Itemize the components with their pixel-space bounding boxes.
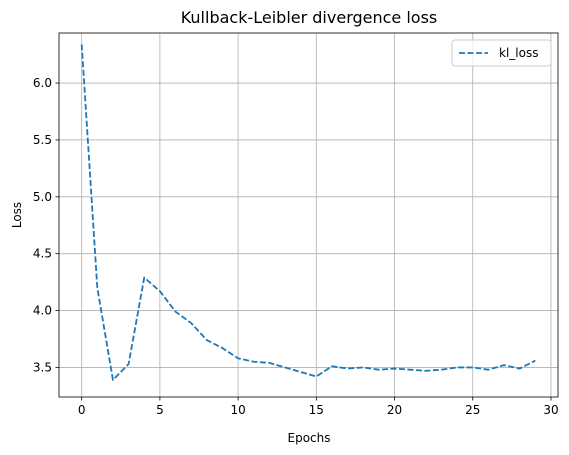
grid [59, 33, 558, 397]
legend-box [451, 39, 552, 67]
y-tick-label: 4.5 [33, 247, 52, 261]
y-axis: 3.5 4.0 4.5 5.0 5.5 6.0 [33, 76, 59, 374]
x-axis: 0 5 10 15 20 25 30 [78, 397, 559, 417]
series-line-kl-loss [80, 44, 536, 381]
plot-frame [58, 32, 559, 398]
x-tick-label: 0 [78, 403, 86, 417]
x-tick-label: 10 [230, 403, 245, 417]
x-axis-label: Epochs [288, 431, 331, 445]
x-tick-label: 20 [387, 403, 402, 417]
plot-background [59, 33, 558, 397]
y-tick-label: 5.0 [33, 190, 52, 204]
x-tick-label: 5 [156, 403, 164, 417]
chart-title: Kullback-Leibler divergence loss [181, 8, 438, 27]
y-tick-label: 5.5 [33, 133, 52, 147]
legend: kl_loss [451, 39, 552, 67]
series-layer [80, 44, 536, 381]
plot-area [58, 32, 559, 398]
x-tick-label: 30 [543, 403, 558, 417]
x-tick-label: 25 [465, 403, 480, 417]
legend-label-kl-loss: kl_loss [499, 46, 538, 60]
x-tick-label: 15 [309, 403, 324, 417]
y-tick-label: 6.0 [33, 76, 52, 90]
y-tick-label: 4.0 [33, 304, 52, 318]
y-tick-label: 3.5 [33, 360, 52, 374]
y-axis-label: Loss [10, 202, 24, 228]
